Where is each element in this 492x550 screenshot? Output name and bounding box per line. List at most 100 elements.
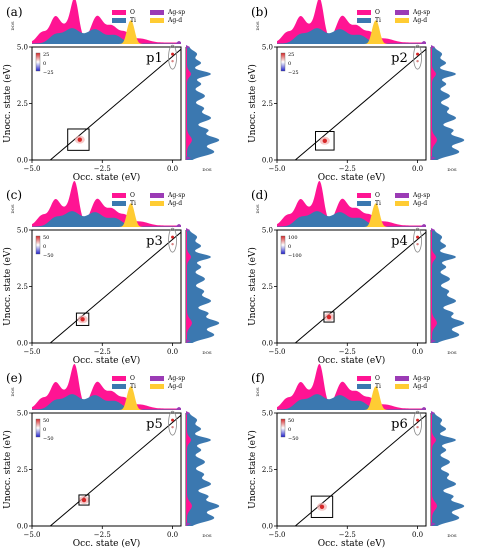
legend-swatch-Ti — [357, 18, 371, 23]
x-tick-label: 0.0 — [412, 165, 423, 173]
dos-right-Ti-area — [186, 413, 220, 526]
fermi-ellipse — [413, 44, 422, 70]
legend-swatch-O — [112, 193, 126, 198]
dos-right-Ti-area — [431, 47, 465, 160]
x-tick-label: −5.0 — [269, 348, 286, 356]
y-tick-label: 0.0 — [17, 340, 28, 348]
colorbar-tick-label: −100 — [288, 253, 302, 259]
y-tick-label: 5.0 — [17, 227, 28, 235]
y-tick-label: 5.0 — [262, 410, 273, 418]
dos-top-Ti-area — [32, 28, 181, 44]
resonance-diagonal-line — [49, 48, 182, 161]
y-tick-label: 0.0 — [17, 523, 28, 531]
dos-right-Ag-sp-top — [431, 45, 435, 49]
hotspot-marker — [80, 317, 85, 322]
dos-top-label: DOS — [10, 204, 15, 213]
plot-frame — [31, 46, 182, 161]
legend-label-Ag-d: Ag-d — [412, 200, 427, 207]
legend-swatch-Ti — [112, 18, 126, 23]
legend-swatch-O — [112, 376, 126, 381]
colorbar — [280, 52, 286, 72]
legend-swatch-Ag-sp — [395, 376, 409, 381]
legend-label-O: O — [130, 192, 135, 199]
y-tick-label: 2.5 — [17, 283, 28, 291]
x-axis-label: Occ. state (eV) — [73, 355, 140, 366]
hotspot-box — [323, 311, 335, 323]
y-tick-label: 2.5 — [262, 100, 273, 108]
dos-right-Ag-sp-top — [186, 45, 190, 49]
dos-top-Ti-area — [32, 394, 181, 410]
legend-label-Ag-d: Ag-d — [167, 383, 182, 390]
dos-right-Ag-sp-top — [186, 228, 190, 232]
hotspot-marker — [322, 138, 327, 143]
resonance-diagonal-line — [49, 414, 182, 527]
dos-right-Ti-area — [186, 47, 220, 160]
dos-top-Ti-area — [32, 211, 181, 227]
dos-right-Ti-area — [186, 230, 220, 343]
colorbar — [35, 418, 41, 438]
dos-right-Ti-area — [431, 413, 465, 526]
dos-right-O-area — [186, 413, 192, 526]
y-tick-label: 5.0 — [262, 227, 273, 235]
map-label: p1 — [146, 51, 163, 66]
colorbar-tick-label: 25 — [288, 52, 294, 58]
legend-swatch-O — [357, 376, 371, 381]
dos-right-O-area — [431, 47, 437, 160]
x-tick-label: −5.0 — [24, 348, 41, 356]
fermi-spot-pos — [416, 235, 420, 239]
fermi-spot-pos — [416, 418, 420, 422]
x-tick-label: 0.0 — [167, 165, 178, 173]
fermi-spot-pos-2 — [171, 242, 174, 246]
legend-swatch-Ti — [112, 201, 126, 206]
colorbar — [35, 235, 41, 255]
x-tick-label: −2.5 — [339, 348, 356, 356]
fermi-spot-pos — [416, 52, 420, 56]
dos-right-Ag-sp-area — [186, 339, 191, 343]
panel-e: DOS O Ag-sp Ti Ag-d (e) p5 50 0 −50 −5.0 −2.5 0.0 0.0… — [2, 364, 220, 549]
legend-label-Ag-d: Ag-d — [167, 17, 182, 24]
legend-label-O: O — [375, 9, 380, 16]
hotspot-box — [315, 131, 335, 151]
fermi-spot-pos — [171, 52, 175, 56]
fermi-spot-pos — [171, 235, 175, 239]
fermi-ellipse — [413, 227, 422, 253]
dos-top-label: DOS — [255, 21, 260, 30]
colorbar-tick-label: −50 — [43, 436, 54, 442]
fermi-spot-pos-2 — [416, 59, 419, 63]
legend-swatch-Ag-sp — [395, 193, 409, 198]
hotspot-marker — [81, 497, 87, 503]
colorbar — [280, 418, 286, 438]
colorbar-tick-label: 0 — [288, 427, 291, 433]
dos-right-Ag-sp-top — [186, 411, 190, 415]
y-tick-label: 5.0 — [17, 410, 28, 418]
fermi-spot-pos-2 — [171, 59, 174, 63]
colorbar-tick-label: −25 — [43, 70, 54, 76]
legend-swatch-Ag-sp — [150, 376, 164, 381]
legend-swatch-Ag-sp — [150, 10, 164, 15]
panel-a: DOS O Ag-sp Ti Ag-d (a) p1 25 0 −25 −5.0 −2.5 0.0 0.0… — [2, 0, 220, 183]
legend-label-Ag-sp: Ag-sp — [412, 9, 430, 16]
dos-right-label: DOS — [202, 350, 211, 355]
legend-swatch-Ti — [357, 384, 371, 389]
fermi-ellipse — [168, 227, 177, 253]
dos-right-label: DOS — [447, 350, 456, 355]
hotspot-box — [75, 312, 90, 326]
y-tick-label: 5.0 — [17, 44, 28, 52]
colorbar-tick-label: 0 — [43, 427, 46, 433]
colorbar — [35, 52, 41, 72]
x-tick-label: −2.5 — [94, 531, 111, 539]
fermi-spot-pos — [171, 418, 175, 422]
hotspot-marker — [319, 504, 325, 509]
resonance-diagonal-line — [294, 48, 427, 161]
dos-right-Ag-sp-area — [431, 156, 436, 160]
panel-d: DOS O Ag-sp Ti Ag-d (d) p4 100 0 −100 −5.0 −2.5 0.0 0… — [247, 181, 465, 366]
legend-label-Ti: Ti — [375, 17, 381, 24]
plot-frame — [276, 229, 427, 344]
legend-swatch-Ag-d — [150, 201, 164, 206]
dos-right-O-area — [431, 230, 437, 343]
y-tick-label: 0.0 — [262, 340, 273, 348]
legend-label-Ti: Ti — [130, 200, 136, 207]
y-tick-label: 2.5 — [17, 100, 28, 108]
legend-label-O: O — [375, 375, 380, 382]
